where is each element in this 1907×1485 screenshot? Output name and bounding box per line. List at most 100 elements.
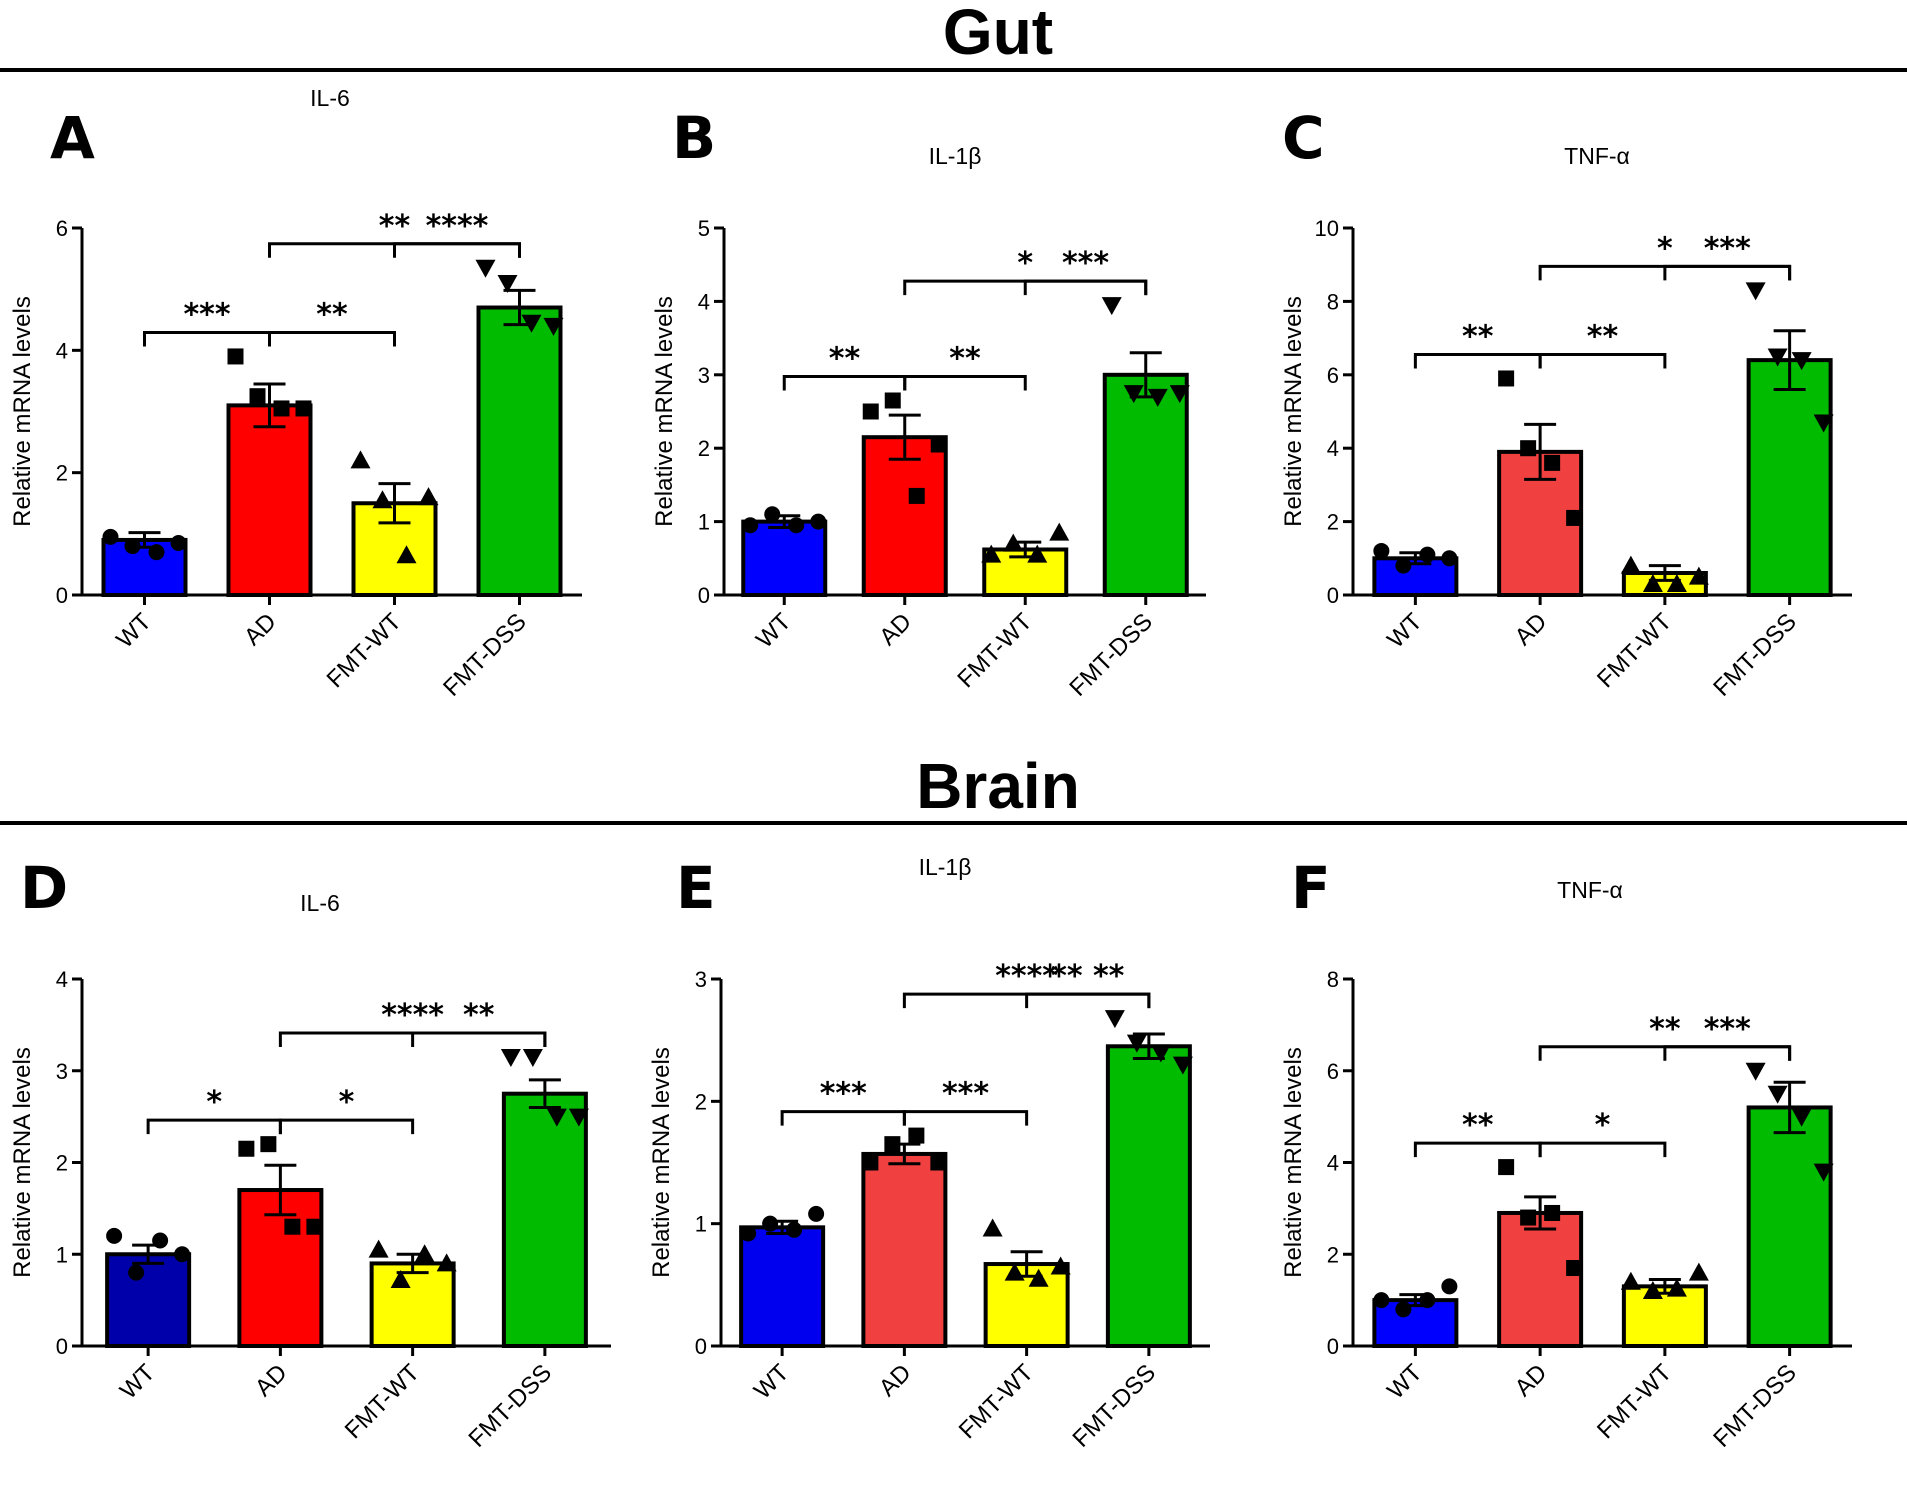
bar-fmt-dss xyxy=(1746,358,1833,597)
data-point xyxy=(1498,1159,1515,1176)
data-point xyxy=(124,538,141,555)
y-tick-label: 0 xyxy=(1327,1334,1339,1359)
significance-bracket xyxy=(1538,352,1667,369)
significance-label: ** xyxy=(949,341,981,376)
significance-label: ** xyxy=(1462,1108,1494,1143)
data-point xyxy=(1666,573,1687,592)
data-point xyxy=(808,1205,825,1222)
data-point xyxy=(764,506,781,523)
x-tick-label: FMT-DSS xyxy=(1064,608,1158,702)
significance-bracket xyxy=(1025,992,1151,1009)
data-point xyxy=(306,1218,323,1235)
significance-bracket xyxy=(1023,279,1148,296)
data-point xyxy=(1419,1292,1436,1309)
data-point xyxy=(1441,1278,1458,1295)
bar-fmt-wt xyxy=(369,1261,456,1349)
panel-letter-c: C xyxy=(1282,104,1325,172)
x-tick-label: AD xyxy=(250,1359,293,1402)
significance-bracket xyxy=(393,242,521,258)
data-point xyxy=(862,403,879,420)
x-tick-label: FMT-WT xyxy=(952,608,1037,693)
significance-label: ** xyxy=(463,998,495,1033)
data-point xyxy=(396,545,417,564)
data-point xyxy=(1104,1010,1125,1029)
chart-panel-c: C TNF-α 0 2 4 6 8 10 Relative mRNA levels WT AD FMT… xyxy=(1280,104,1852,702)
bar-wt xyxy=(101,537,188,598)
data-point xyxy=(1642,1280,1663,1299)
chart-title-d: IL-6 xyxy=(300,890,340,916)
bar-ad xyxy=(861,1151,948,1348)
data-point xyxy=(742,517,759,534)
data-point xyxy=(1791,1108,1812,1127)
significance-label: * xyxy=(1657,231,1673,266)
data-point xyxy=(1520,440,1537,457)
chart-panel-f: F TNF-α 0 2 4 6 8 Relative mRNA levels WT AD FMT-W… xyxy=(1280,854,1852,1453)
chart-panel-b: B IL-1β 0 1 2 3 4 5 Relative mRNA levels WT AD FMT-… xyxy=(651,104,1206,702)
bar-fmt-dss xyxy=(1105,1044,1192,1348)
significance-label: * xyxy=(339,1085,355,1120)
significance-label: *** xyxy=(1704,231,1751,266)
data-point xyxy=(238,1140,255,1157)
data-point xyxy=(249,388,266,405)
bar-wt xyxy=(1372,1298,1459,1348)
panel-letter-d: D xyxy=(20,854,68,922)
data-point xyxy=(1147,388,1168,407)
bar-ad xyxy=(1497,1210,1584,1349)
data-point xyxy=(1544,1204,1561,1221)
y-tick-label: 4 xyxy=(1327,1151,1339,1176)
data-point xyxy=(1813,414,1834,433)
data-point xyxy=(1498,370,1515,387)
bar-fmt-dss xyxy=(476,305,563,597)
data-point xyxy=(982,1218,1003,1237)
data-point xyxy=(1150,1044,1171,1063)
data-point xyxy=(1395,557,1412,574)
data-point xyxy=(102,528,119,545)
bar-fmt-dss xyxy=(1746,1105,1833,1348)
data-point xyxy=(740,1225,757,1242)
data-point xyxy=(1172,1056,1193,1075)
y-tick-label: 2 xyxy=(1327,1242,1339,1267)
y-axis-label-d: Relative mRNA levels xyxy=(9,1047,36,1278)
chart-panel-d: D IL-6 0 1 2 3 4 Relative mRNA levels WT AD FMT-WT… xyxy=(9,854,611,1453)
data-point xyxy=(930,436,947,453)
data-point xyxy=(1373,542,1390,559)
data-point xyxy=(810,513,827,530)
y-tick-label: 4 xyxy=(56,967,68,992)
y-tick-label: 6 xyxy=(1327,363,1339,388)
y-tick-label: 2 xyxy=(695,1089,707,1114)
y-axis-label-c: Relative mRNA levels xyxy=(1280,296,1307,527)
data-point xyxy=(1101,297,1122,316)
y-tick-label: 0 xyxy=(56,583,68,608)
y-axis-label-b: Relative mRNA levels xyxy=(651,296,678,527)
y-axis-label-f: Relative mRNA levels xyxy=(1280,1047,1307,1278)
significance-bracket xyxy=(278,1118,415,1135)
x-tick-label: WT xyxy=(111,608,157,654)
data-point xyxy=(1767,348,1788,367)
data-point xyxy=(350,450,371,469)
data-point xyxy=(1050,1256,1071,1275)
data-point xyxy=(1666,1278,1687,1297)
data-point xyxy=(1688,566,1709,585)
data-point xyxy=(1419,546,1436,563)
significance-label: *** xyxy=(1062,246,1109,281)
y-tick-label: 2 xyxy=(1327,510,1339,535)
y-tick-label: 2 xyxy=(56,1151,68,1176)
significance-bracket xyxy=(1663,1045,1792,1061)
x-tick-label: FMT-WT xyxy=(340,1359,425,1444)
data-point xyxy=(788,517,805,534)
significance-bracket xyxy=(411,1031,547,1047)
data-point xyxy=(500,1048,521,1067)
data-point xyxy=(1027,544,1048,563)
data-point xyxy=(1566,509,1583,526)
data-point xyxy=(1126,1034,1147,1053)
y-tick-label: 2 xyxy=(56,461,68,486)
data-point xyxy=(1049,522,1070,541)
bar-ad xyxy=(226,403,313,597)
data-point xyxy=(568,1108,589,1127)
significance-bracket xyxy=(1663,264,1792,281)
significance-bracket xyxy=(1538,1141,1667,1158)
x-tick-label: WT xyxy=(1382,608,1428,654)
chart-title-c: TNF-α xyxy=(1564,143,1630,169)
data-point xyxy=(436,1253,457,1272)
x-tick-label: FMT-WT xyxy=(1592,608,1677,693)
